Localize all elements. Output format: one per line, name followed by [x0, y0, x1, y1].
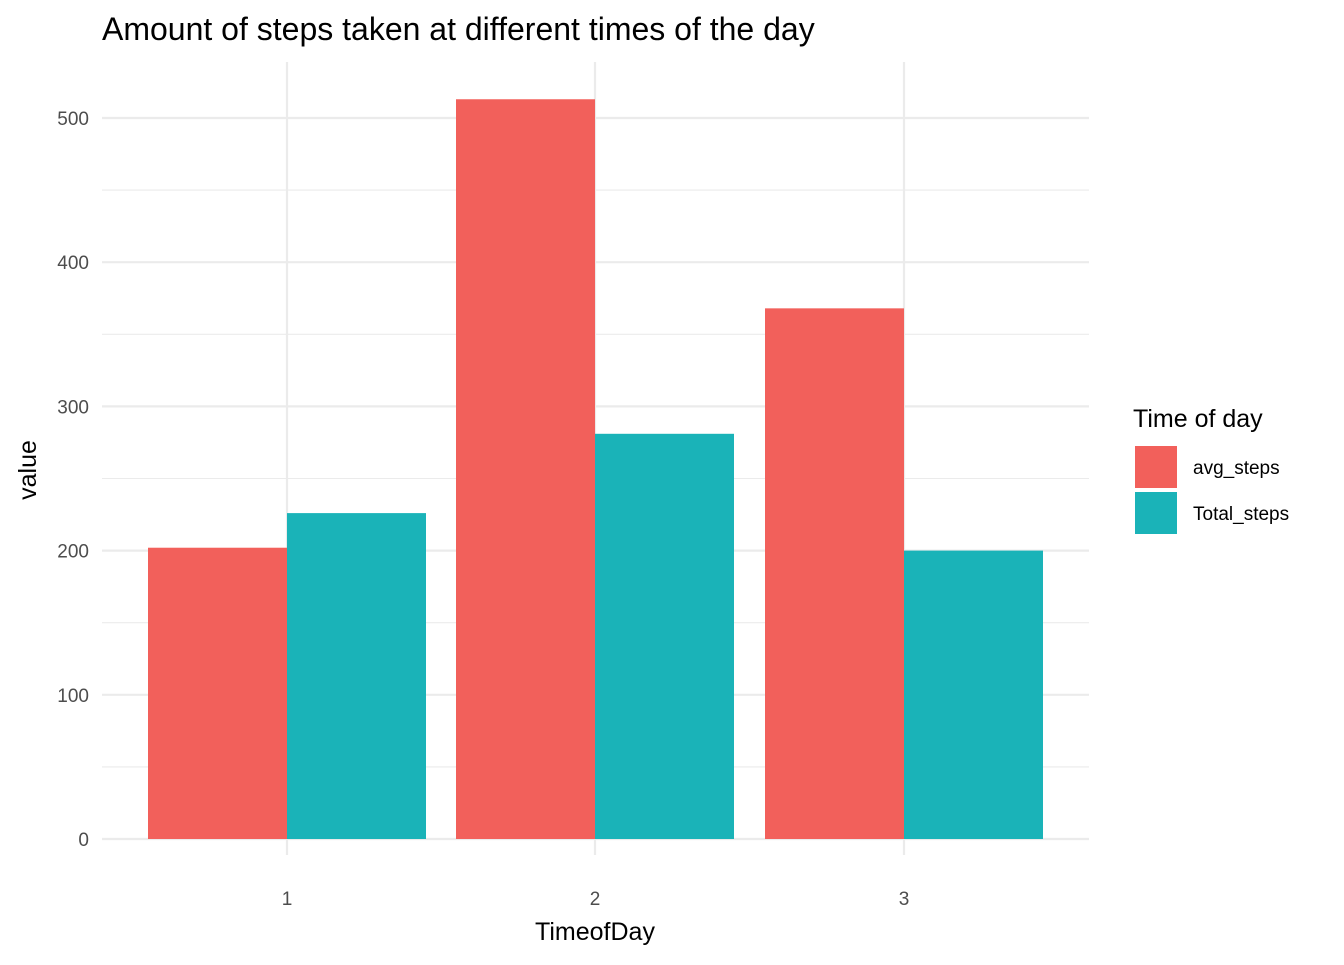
y-axis-ticks: 0 100 200 300 400 500 [57, 109, 89, 851]
bar-total_steps-3 [904, 550, 1043, 839]
legend-title: Time of day [1133, 405, 1263, 433]
bar-avg_steps-3 [765, 308, 904, 839]
x-tick-label: 1 [282, 889, 293, 910]
bars-layer [148, 99, 1043, 839]
x-tick-label: 2 [590, 889, 601, 910]
legend-label-avg_steps: avg_steps [1193, 458, 1280, 479]
x-axis-title: TimeofDay [535, 918, 655, 946]
chart-title: Amount of steps taken at different times… [102, 11, 815, 47]
y-tick-label: 200 [57, 542, 89, 563]
bar-total_steps-1 [287, 513, 426, 839]
legend-key-avg_steps [1135, 446, 1177, 488]
bar-total_steps-2 [595, 433, 734, 839]
legend-items: avg_steps Total_steps [1135, 446, 1289, 534]
x-axis-ticks: 1 2 3 [282, 889, 910, 910]
y-tick-label: 500 [57, 109, 89, 130]
y-tick-label: 300 [57, 397, 89, 418]
legend-label-total_steps: Total_steps [1193, 504, 1289, 525]
legend-key-total_steps [1135, 492, 1177, 534]
y-axis-title: value [14, 440, 42, 500]
y-tick-label: 0 [78, 830, 89, 851]
bar-avg_steps-1 [148, 547, 287, 839]
y-tick-label: 400 [57, 253, 89, 274]
bar-avg_steps-2 [456, 99, 595, 839]
x-tick-label: 3 [899, 889, 910, 910]
legend: Time of day avg_steps Total_steps [1133, 405, 1289, 534]
y-tick-label: 100 [57, 686, 89, 707]
